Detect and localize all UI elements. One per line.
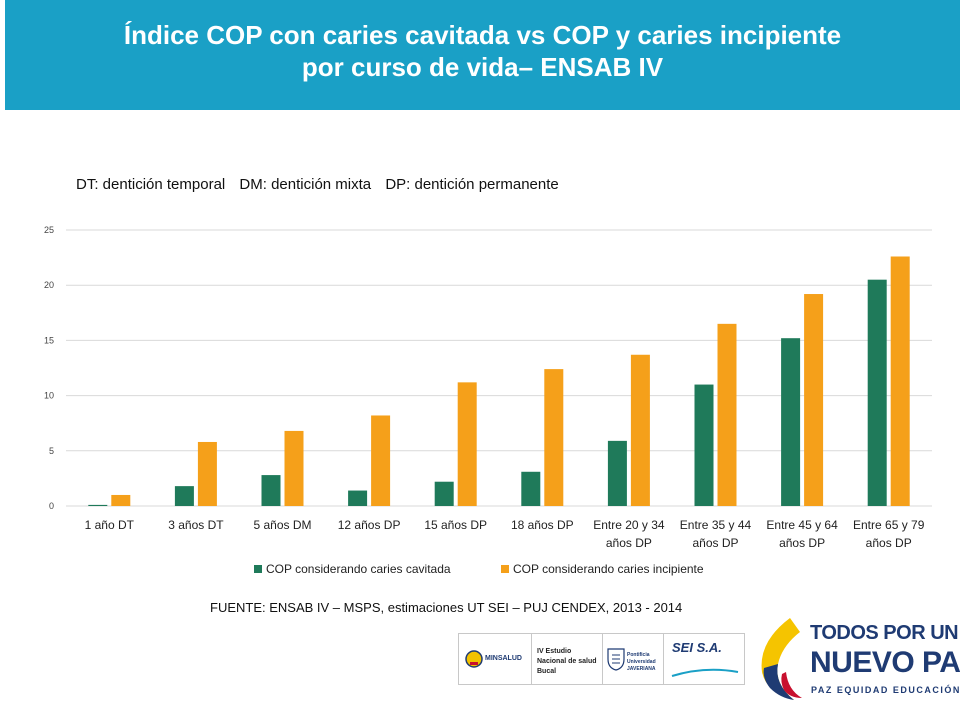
y-tick-label: 25 (44, 225, 54, 235)
bar-incipiente (804, 294, 824, 506)
estudio-logo: IV Estudio Nacional de salud Bucal (532, 634, 603, 684)
title-banner: Índice COP con caries cavitada vs COP y … (5, 0, 960, 110)
bar-cavitada (434, 481, 454, 506)
x-tick-label: años DP (692, 536, 738, 550)
bar-incipiente (371, 415, 391, 506)
brand-line1: TODOS POR UN (810, 622, 959, 644)
y-tick-label: 0 (49, 501, 54, 511)
x-tick-label: 3 años DT (168, 518, 224, 532)
legend-swatch (501, 565, 509, 573)
sei-swoosh-icon (671, 668, 739, 677)
bar-cavitada (867, 279, 887, 506)
dentition-legend-note: DT: dentición temporal DM: dentición mix… (76, 176, 569, 193)
bar-cavitada (261, 475, 281, 506)
note-dm: DM: dentición mixta (239, 176, 372, 193)
bar-incipiente (284, 430, 304, 506)
bar-incipiente (111, 494, 131, 506)
estudio-label: IV Estudio Nacional de salud Bucal (537, 648, 597, 675)
bar-cavitada (781, 338, 801, 506)
sei-logo: SEI S.A. (664, 634, 744, 684)
bar-cavitada (88, 504, 108, 506)
partner-logos: MINSALUD IV Estudio Nacional de salud Bu… (458, 633, 745, 685)
page-title-line1: Índice COP con caries cavitada vs COP y … (123, 20, 842, 50)
x-tick-label: Entre 20 y 34 (593, 518, 665, 532)
legend-label: COP considerando caries cavitada (266, 562, 451, 576)
bar-incipiente (630, 354, 650, 506)
minsalud-logo: MINSALUD (459, 634, 532, 684)
source-note: FUENTE: ENSAB IV – MSPS, estimaciones UT… (210, 600, 683, 615)
brand-flame-icon (761, 618, 802, 700)
y-tick-label: 10 (44, 391, 54, 401)
x-tick-label: 5 años DM (253, 518, 311, 532)
x-tick-label: Entre 45 y 64 (766, 518, 838, 532)
puj-logo: Pontificia Universidad JAVERIANA (603, 634, 664, 684)
bar-cavitada (694, 384, 714, 506)
sei-label: SEI S.A. (672, 640, 722, 655)
bar-incipiente (544, 369, 564, 506)
note-dp: DP: dentición permanente (385, 176, 559, 193)
note-dt: DT: dentición temporal (76, 176, 226, 193)
y-tick-label: 5 (49, 446, 54, 456)
legend-swatch (254, 565, 262, 573)
x-tick-label: 15 años DP (424, 518, 487, 532)
minsalud-label: MINSALUD (485, 655, 522, 662)
bar-cavitada (348, 490, 368, 506)
x-tick-label: 1 año DT (85, 518, 135, 532)
x-tick-label: Entre 35 y 44 (680, 518, 752, 532)
brand-line2: NUEVO PAÍS (810, 646, 960, 679)
bar-chart: 0 5 10 15 20 25 1 año DT 3 años DT 5 años DM 12 a… (44, 225, 932, 576)
bar-incipiente (197, 441, 217, 506)
bar-cavitada (174, 486, 194, 506)
brand-line3: PAZ EQUIDAD EDUCACIÓN (811, 685, 960, 695)
bar-incipiente (457, 382, 477, 506)
y-tick-label: 15 (44, 335, 54, 345)
x-tick-label: Entre 65 y 79 (853, 518, 925, 532)
bar-cavitada (607, 440, 627, 506)
x-tick-label: 12 años DP (338, 518, 401, 532)
y-tick-label: 20 (44, 280, 54, 290)
legend-label: COP considerando caries incipiente (513, 562, 704, 576)
x-tick-label: años DP (866, 536, 912, 550)
bar-cavitada (521, 471, 541, 506)
coat-of-arms-icon (465, 650, 483, 668)
page-title-line2: por curso de vida– ENSAB IV (301, 52, 664, 82)
bar-incipiente (717, 323, 737, 506)
bar-incipiente (890, 256, 910, 506)
x-tick-label: años DP (606, 536, 652, 550)
todos-por-un-nuevo-pais-logo: TODOS POR UN NUEVO PAÍS PAZ EQUIDAD EDUC… (750, 612, 960, 704)
shield-icon (607, 648, 625, 671)
puj-label: Pontificia Universidad JAVERIANA (627, 652, 656, 672)
x-tick-label: años DP (779, 536, 825, 550)
x-tick-label: 18 años DP (511, 518, 574, 532)
